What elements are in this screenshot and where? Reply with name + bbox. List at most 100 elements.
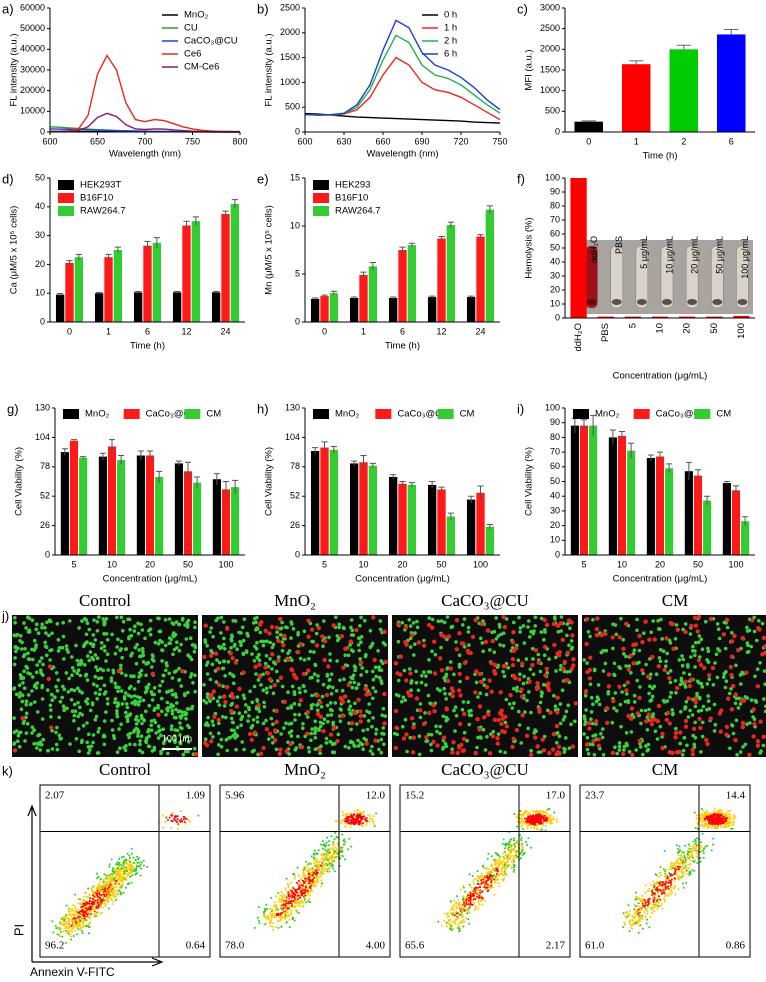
cell [605,720,610,725]
cell [70,709,75,713]
cell [232,644,237,648]
event [62,923,65,926]
cell [49,715,53,719]
cell [229,716,234,721]
event [356,817,359,820]
event [279,912,282,915]
cell [698,655,702,659]
error-bar [174,290,181,294]
cell [715,622,720,626]
event [291,904,294,906]
cell [525,698,529,703]
cell [87,732,91,736]
cell [537,709,542,714]
cell [97,615,101,619]
x-axis-label: Time (h) [130,341,165,352]
event [366,821,368,824]
cell [48,619,53,624]
event [129,875,132,878]
error-bar [447,512,454,520]
cell [492,668,497,674]
error-bar [360,271,367,278]
event [334,846,337,849]
cell [693,665,697,669]
cell [503,720,508,725]
cell [434,724,438,729]
cell [501,644,506,648]
cell [601,669,606,673]
y-axis-label: Ca (μM/5 x 10⁵ cells) [9,206,20,295]
event [77,897,80,900]
cell [69,698,74,702]
event [64,942,67,944]
bar [172,292,182,322]
cell [334,615,338,619]
event [355,814,358,817]
error-bar [629,60,644,65]
x-tick-label: 5 [322,559,327,569]
cell [50,631,54,636]
cell [518,626,523,630]
event [84,901,87,903]
event [109,885,112,888]
cell [706,646,710,651]
x-tick-label: 690 [414,136,429,146]
cell [514,727,520,733]
event [164,815,167,818]
event [106,881,109,884]
cell [85,740,89,745]
cell [617,684,622,689]
event [75,912,78,915]
cell [110,718,114,723]
cell [277,751,282,756]
cell [48,648,52,653]
event [88,926,91,929]
cell [754,700,759,704]
cell [400,699,404,704]
cell [467,722,472,727]
line [304,56,501,121]
cell [20,699,25,704]
cell [115,750,120,754]
cell [531,672,536,677]
cell [716,627,721,631]
event [80,905,83,908]
cell [318,700,323,705]
cell [377,675,382,680]
event [170,814,173,817]
event [176,827,179,830]
cell [167,617,172,621]
cell [193,751,199,757]
cell [724,724,730,730]
cell [261,721,266,726]
event [76,926,78,929]
cell [424,735,429,740]
cell [132,629,137,633]
cell [523,710,527,714]
cell [395,671,400,676]
cell [40,683,44,688]
event [102,906,105,909]
cell [686,663,690,667]
cell [223,647,227,651]
cell [515,685,519,690]
event [78,916,81,918]
cell [56,638,61,642]
cell [77,749,81,754]
x-tick-label: 800 [232,136,247,146]
cell [14,649,18,654]
event [118,887,121,890]
event [332,852,335,855]
cell [679,678,684,683]
cell [219,737,224,742]
quadrant-value: 78.0 [225,940,245,952]
cell [128,742,132,747]
event [351,815,354,818]
event [304,868,307,871]
cell [241,652,246,657]
event [541,809,544,812]
cell [595,616,600,621]
event [367,813,370,816]
event [134,859,137,862]
bar [446,516,456,555]
